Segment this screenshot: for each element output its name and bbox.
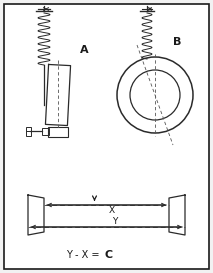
Text: B: B xyxy=(173,37,181,47)
Text: A: A xyxy=(80,45,89,55)
Bar xyxy=(42,128,49,135)
Text: X: X xyxy=(108,206,115,215)
Bar xyxy=(48,127,68,137)
Text: Y - X =: Y - X = xyxy=(66,250,102,260)
Bar xyxy=(26,127,31,136)
Text: C: C xyxy=(105,250,113,260)
Text: Y: Y xyxy=(112,217,117,226)
